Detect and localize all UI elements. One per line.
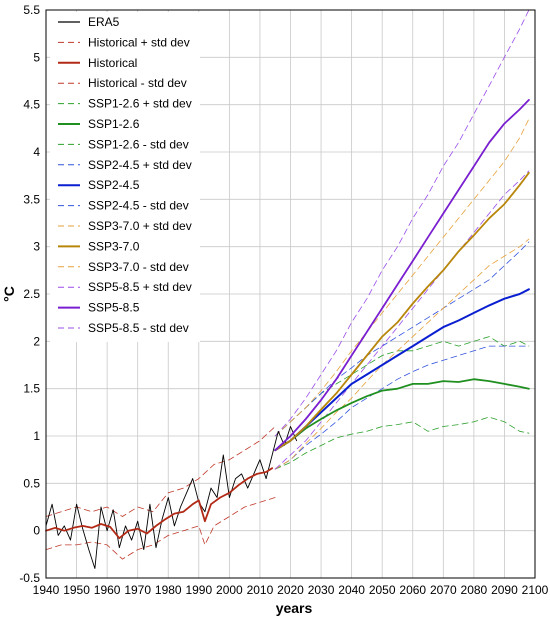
- y-tick-label: 1.5: [23, 382, 40, 396]
- series-line-era5: [45, 426, 298, 569]
- x-tick-label: 1950: [63, 583, 90, 597]
- x-axis-label: years: [276, 600, 313, 616]
- legend-label: SSP3-7.0 + std dev: [88, 219, 192, 233]
- legend-label: SSP3-7.0: [88, 239, 140, 253]
- series-line-ssp2-4-5-std-dev: [274, 345, 530, 470]
- x-tick-label: 1990: [185, 583, 212, 597]
- x-tick-label: 2010: [247, 583, 274, 597]
- legend-label: SSP1-2.6: [88, 117, 140, 131]
- legend-label: SSP1-2.6 - std dev: [88, 137, 189, 151]
- x-tick-label: 2020: [277, 583, 304, 597]
- legend-label: SSP5-8.5 + std dev: [88, 280, 192, 294]
- series-line-ssp3-7-0: [274, 171, 530, 452]
- legend-label: SSP1-2.6 + std dev: [88, 97, 192, 111]
- legend-label: ERA5: [88, 15, 120, 29]
- legend-label: Historical - std dev: [88, 76, 187, 90]
- series-line-ssp3-7-0-std-dev: [274, 238, 530, 470]
- series-line-ssp5-8-5-std-dev: [274, 170, 530, 470]
- series-line-ssp5-8-5-std-dev: [274, 9, 530, 437]
- x-tick-label: 2100: [522, 583, 549, 597]
- series-line-ssp1-2-6-std-dev: [274, 416, 530, 470]
- series-layer: [45, 9, 530, 569]
- legend-label: SSP2-4.5 + std dev: [88, 158, 192, 172]
- y-tick-label: 0: [33, 524, 40, 538]
- x-tick-label: 2070: [430, 583, 457, 597]
- x-tick-label: 2040: [338, 583, 365, 597]
- y-tick-label: 0.5: [23, 476, 40, 490]
- y-tick-label: -0.5: [19, 571, 40, 585]
- x-tick-label: 1970: [124, 583, 151, 597]
- y-axis-ticks: -0.5 0 0.5 1 1.5 2 2.5 3 3.5 4 4.5 5 5.5: [19, 3, 40, 585]
- legend-label: Historical: [88, 56, 137, 70]
- y-tick-label: 1: [33, 429, 40, 443]
- x-tick-label: 2000: [216, 583, 243, 597]
- legend-label: SSP3-7.0 - std dev: [88, 260, 189, 274]
- series-line-ssp1-2-6: [274, 378, 530, 452]
- y-tick-label: 3: [33, 240, 40, 254]
- series-line-ssp3-7-0-std-dev: [274, 118, 530, 437]
- x-tick-label: 1940: [33, 583, 60, 597]
- plot-frame: [45, 9, 536, 579]
- y-tick-label: 4.5: [23, 98, 40, 112]
- x-tick-label: 2080: [461, 583, 488, 597]
- legend-box: [50, 12, 200, 342]
- x-tick-label: 2050: [369, 583, 396, 597]
- legend-label: SSP2-4.5 - std dev: [88, 199, 189, 213]
- y-tick-label: 2: [33, 334, 40, 348]
- y-tick-label: 5: [33, 50, 40, 64]
- y-tick-label: 5.5: [23, 3, 40, 17]
- legend-label: SSP5-8.5 - std dev: [88, 321, 189, 335]
- y-tick-label: 3.5: [23, 192, 40, 206]
- x-tick-label: 1980: [155, 583, 182, 597]
- x-tick-label: 2090: [491, 583, 518, 597]
- series-line-historical: [45, 467, 274, 540]
- legend-label: Historical + std dev: [88, 35, 190, 49]
- legend: ERA5 Historical + std dev Historical Histor…: [50, 12, 200, 342]
- series-line-ssp5-8-5: [274, 99, 530, 452]
- y-tick-label: 2.5: [23, 287, 40, 301]
- legend-label: SSP2-4.5: [88, 178, 140, 192]
- x-tick-label: 2030: [308, 583, 335, 597]
- series-line-ssp2-4-5: [274, 288, 530, 452]
- y-tick-label: 4: [33, 145, 40, 159]
- legend-label: SSP5-8.5: [88, 301, 140, 315]
- series-line-historical-std-dev: [45, 426, 276, 517]
- x-tick-label: 2060: [399, 583, 426, 597]
- x-tick-label: 1960: [94, 583, 121, 597]
- y-axis-label: °C: [1, 286, 17, 302]
- x-axis-ticks: 1940 1950 1960 1970 1980 1990 2000 2010 2020 2030…: [33, 583, 549, 597]
